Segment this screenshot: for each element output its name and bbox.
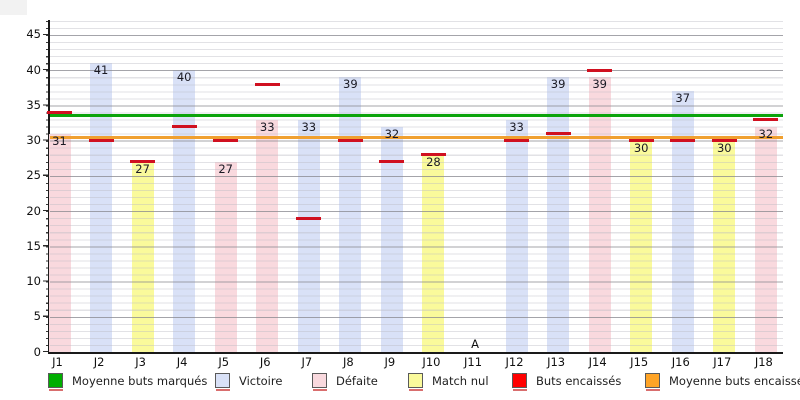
legend-label: Victoire bbox=[239, 373, 283, 388]
y-tick-label-15: 15 bbox=[26, 238, 41, 253]
x-tick-label-J9: J9 bbox=[384, 355, 396, 369]
y-tick-label-35: 35 bbox=[26, 97, 41, 112]
x-tick-label-J1: J1 bbox=[52, 355, 63, 369]
annotation-J11: A bbox=[471, 337, 479, 351]
legend-item-buts-encaisses: Buts encaissés bbox=[512, 373, 622, 391]
x-tick-label-J6: J6 bbox=[259, 355, 271, 369]
bar-value-J16: 37 bbox=[675, 91, 691, 106]
bar-value-J6: 33 bbox=[259, 119, 275, 134]
y-tick-label-40: 40 bbox=[26, 62, 41, 77]
bar-value-J10: 28 bbox=[426, 154, 441, 169]
bar-value-J1: 31 bbox=[52, 133, 67, 148]
bar-value-J7: 33 bbox=[301, 119, 317, 134]
red-swatch-icon bbox=[512, 373, 527, 391]
conceded-marker-J15 bbox=[628, 139, 654, 143]
legend-label: Buts encaissés bbox=[536, 373, 622, 388]
conceded-marker-J13 bbox=[545, 132, 571, 136]
y-tick-label-0: 0 bbox=[33, 344, 41, 359]
y-tick-label-20: 20 bbox=[26, 203, 41, 218]
yellow-swatch-icon bbox=[408, 373, 423, 391]
bar-value-J14: 39 bbox=[592, 77, 607, 92]
conceded-marker-J1 bbox=[47, 110, 72, 114]
legend-label: Défaite bbox=[336, 373, 378, 388]
conceded-marker-J17 bbox=[711, 139, 737, 143]
conceded-marker-J14 bbox=[587, 68, 613, 72]
conceded-marker-J2 bbox=[88, 139, 114, 143]
x-tick-label-J5: J5 bbox=[218, 355, 230, 369]
bar-value-J5: 27 bbox=[218, 161, 233, 176]
bar-value-J8: 39 bbox=[343, 77, 358, 92]
conceded-marker-J3 bbox=[130, 160, 156, 164]
bar-value-J3: 27 bbox=[135, 161, 150, 176]
legend-label: Moyenne buts encaissés bbox=[669, 373, 800, 388]
overlay-layer: 31 41 27 40 27 33 33 39 32 28 33 39 39 30 37 30 32 A bbox=[47, 20, 783, 352]
x-tick-label-J7: J7 bbox=[301, 355, 313, 369]
legend-label: Match nul bbox=[432, 373, 489, 388]
conceded-marker-J4 bbox=[171, 125, 197, 129]
bar-value-J17: 30 bbox=[716, 140, 732, 155]
bar-value-J4: 40 bbox=[176, 70, 192, 85]
x-tick-label-J16: J16 bbox=[671, 355, 690, 369]
bar-value-J2: 41 bbox=[93, 63, 109, 78]
x-tick-label-J17: J17 bbox=[713, 355, 732, 369]
conceded-marker-J10 bbox=[420, 153, 446, 157]
y-tick-label-25: 25 bbox=[26, 168, 41, 183]
green-swatch-icon bbox=[48, 373, 63, 391]
x-tick-label-J4: J4 bbox=[176, 355, 188, 369]
legend-item-defaite: Défaite bbox=[312, 373, 378, 391]
x-tick-label-J10: J10 bbox=[422, 355, 441, 369]
bar-value-J9: 32 bbox=[384, 126, 400, 141]
x-tick-label-J8: J8 bbox=[342, 355, 354, 369]
legend-item-match-nul: Match nul bbox=[408, 373, 489, 391]
x-tick-label-J13: J13 bbox=[547, 355, 566, 369]
x-tick-label-J15: J15 bbox=[630, 355, 649, 369]
x-tick-label-J18: J18 bbox=[754, 355, 773, 369]
conceded-marker-J16 bbox=[670, 139, 696, 143]
conceded-marker-J18 bbox=[753, 118, 779, 122]
bar-value-J12: 33 bbox=[509, 119, 524, 134]
bar-value-J15: 30 bbox=[633, 140, 649, 155]
plot-area: 31 41 27 40 27 33 33 39 32 28 33 39 39 30 37 30 32 A bbox=[47, 20, 783, 354]
x-tick-label-J14: J14 bbox=[588, 355, 607, 369]
x-tick-label-J11: J11 bbox=[463, 355, 483, 369]
conceded-marker-J6 bbox=[254, 82, 280, 86]
x-tick-label-J2: J2 bbox=[93, 355, 105, 369]
x-axis-labels: J1 J2 J3 J4 J5 J6 J7 J8 J9 J10 J11 J12 J13 J14 J15 J16 J… bbox=[48, 356, 781, 371]
y-axis-labels: 0 5 10 15 20 25 30 35 40 45 bbox=[0, 20, 41, 358]
x-tick-label-J12: J12 bbox=[505, 355, 524, 369]
conceded-marker-J9 bbox=[379, 160, 405, 164]
y-tick-label-10: 10 bbox=[26, 274, 41, 289]
bar-value-J18: 32 bbox=[758, 126, 774, 141]
legend-item-moyenne-buts-encaisses: Moyenne buts encaissés bbox=[645, 373, 800, 391]
y-tick-label-5: 5 bbox=[33, 309, 41, 324]
legend: Moyenne buts marqués Victoire Défaite Ma… bbox=[0, 373, 800, 397]
blue-swatch-icon bbox=[215, 373, 230, 391]
y-tick-label-45: 45 bbox=[26, 27, 41, 42]
conceded-marker-J7 bbox=[296, 216, 322, 220]
orange-swatch-icon bbox=[645, 373, 660, 391]
conceded-marker-J8 bbox=[337, 139, 363, 143]
avg-goals-scored-line bbox=[50, 113, 783, 117]
bar-value-J13: 39 bbox=[550, 77, 566, 92]
conceded-marker-J5 bbox=[213, 139, 239, 143]
y-tick-label-30: 30 bbox=[26, 133, 41, 148]
legend-item-victoire: Victoire bbox=[215, 373, 283, 391]
conceded-marker-J12 bbox=[504, 139, 530, 143]
corner-artifact bbox=[0, 0, 27, 15]
pink-swatch-icon bbox=[312, 373, 327, 391]
legend-item-moyenne-buts-marques: Moyenne buts marqués bbox=[48, 373, 208, 391]
x-tick-label-J3: J3 bbox=[135, 355, 146, 369]
legend-label: Moyenne buts marqués bbox=[72, 373, 208, 388]
